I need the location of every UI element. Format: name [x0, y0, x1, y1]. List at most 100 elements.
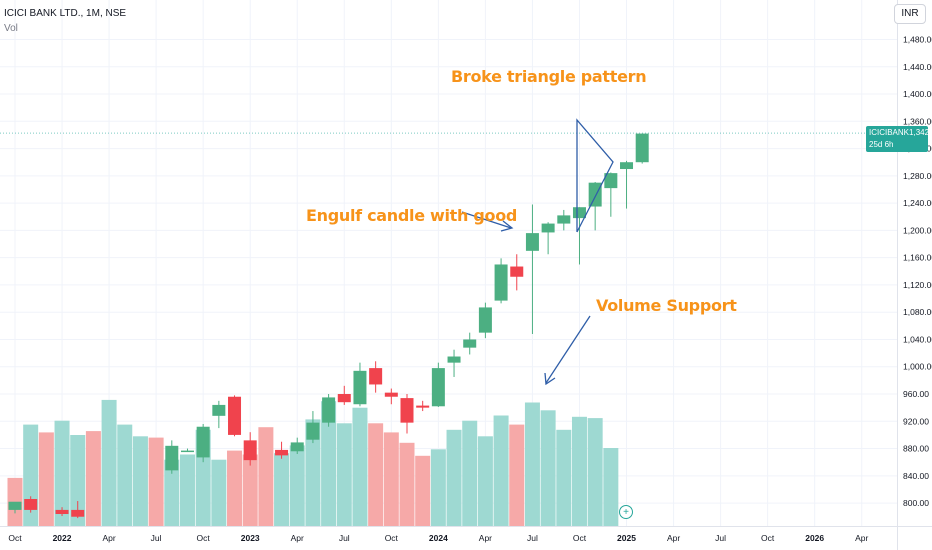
x-tick-label: Apr — [102, 533, 115, 543]
volume-arrow-line — [545, 315, 591, 384]
candle-body — [55, 509, 69, 514]
volume-bar — [321, 401, 337, 526]
y-tick-label: 1,040.00 — [903, 334, 932, 344]
y-tick-label: 1,080.00 — [903, 307, 932, 317]
candle-body — [635, 133, 649, 163]
y-tick-label: 1,160.00 — [903, 253, 932, 263]
x-tick-label: 2022 — [53, 533, 72, 543]
volume-bar — [383, 432, 399, 526]
plus-circle-icon[interactable]: + — [619, 505, 633, 519]
candle-body — [463, 339, 477, 348]
candle-body — [322, 397, 336, 423]
candle-body — [447, 356, 461, 363]
candle-body — [400, 398, 414, 423]
y-tick-label: 1,120.00 — [903, 280, 932, 290]
volume-bar — [462, 420, 478, 526]
y-tick-label: 1,000.00 — [903, 362, 932, 372]
volume-bar — [540, 410, 556, 526]
x-tick-label: Jul — [715, 533, 726, 543]
price-label-ticker: ICICIBANK — [869, 128, 910, 137]
engulf-arrow-line — [461, 211, 512, 229]
candle-body — [337, 394, 351, 403]
y-tick-label: 1,400.00 — [903, 89, 932, 99]
x-tick-label: 2023 — [241, 533, 260, 543]
x-tick-label: Oct — [8, 533, 22, 543]
last-price-label: ICICIBANK 1,342.60 25d 6h — [866, 126, 932, 152]
candle-body — [275, 449, 289, 456]
y-tick-label: 1,480.00 — [903, 35, 932, 45]
y-tick-label: 880.00 — [903, 444, 929, 454]
candle-body — [510, 266, 524, 277]
volume-bar — [524, 402, 540, 526]
y-tick-label: 1,440.00 — [903, 62, 932, 72]
y-tick-label: 1,240.00 — [903, 198, 932, 208]
candle-body — [416, 405, 430, 408]
candle-body — [196, 426, 210, 458]
x-tick-label: Jul — [339, 533, 350, 543]
volume-bar — [352, 407, 368, 526]
volume-arrow-head — [544, 372, 556, 386]
candle-body — [541, 223, 555, 233]
y-tick-label: 920.00 — [903, 416, 929, 426]
candle-body — [353, 370, 367, 405]
volume-bar — [148, 437, 164, 526]
price-label-price: 1,342.60 — [909, 128, 932, 137]
volume-bar — [368, 423, 384, 526]
annotation-volume-support: Volume Support — [596, 296, 737, 315]
x-tick-label: 2025 — [617, 533, 636, 543]
volume-bar — [430, 449, 446, 526]
y-tick-label: 1,280.00 — [903, 171, 932, 181]
volume-indicator-label: Vol — [4, 23, 18, 34]
x-tick-label: Apr — [479, 533, 492, 543]
volume-bar — [587, 418, 603, 526]
candle-body — [588, 182, 602, 207]
candle-body — [369, 368, 383, 385]
x-tick-label: Oct — [761, 533, 775, 543]
symbol-title: ICICI BANK LTD., 1M, NSE — [4, 8, 127, 19]
x-tick-label: Oct — [385, 533, 399, 543]
volume-bar — [509, 424, 525, 526]
volume-bar — [571, 416, 587, 526]
candle-body — [71, 509, 85, 517]
volume-bar — [101, 399, 117, 526]
x-tick-label: Oct — [573, 533, 587, 543]
x-tick-label: Apr — [291, 533, 304, 543]
volume-bar — [70, 435, 86, 526]
volume-bar — [54, 420, 70, 526]
volume-bar — [211, 459, 227, 526]
x-tick-label: Jul — [527, 533, 538, 543]
x-tick-label: Apr — [855, 533, 868, 543]
candle-body — [165, 445, 179, 471]
candle-body — [525, 233, 539, 251]
volume-bar — [164, 459, 180, 526]
candle-body — [8, 501, 22, 510]
candle-body — [243, 440, 257, 461]
candle-body — [212, 404, 226, 416]
volume-bar — [415, 455, 431, 526]
volume-bar — [477, 436, 493, 526]
annotation-broke-triangle: Broke triangle pattern — [451, 67, 647, 86]
y-tick-label: 1,360.00 — [903, 116, 932, 126]
volume-bar — [227, 450, 243, 526]
volume-bar — [493, 415, 509, 526]
x-tick-label: 2026 — [805, 533, 824, 543]
y-tick-label: 800.00 — [903, 498, 929, 508]
volume-bar — [289, 445, 305, 526]
candle-body — [290, 442, 304, 452]
volume-bar — [399, 442, 415, 526]
y-tick-label: 840.00 — [903, 471, 929, 481]
volume-bar — [305, 419, 321, 526]
candle-body — [478, 307, 492, 333]
x-tick-label: 2024 — [429, 533, 448, 543]
candle-body — [604, 173, 618, 189]
candle-body — [384, 392, 398, 397]
volume-bar — [603, 448, 619, 526]
candle-body — [431, 368, 445, 407]
engulf-arrow-head — [500, 220, 514, 232]
y-tick-label: 1,200.00 — [903, 225, 932, 235]
volume-bar — [336, 423, 352, 526]
price-label-countdown: 25d 6h — [869, 140, 894, 149]
currency-button[interactable]: INR — [894, 4, 926, 24]
triangle-pattern-drawing — [576, 118, 614, 233]
